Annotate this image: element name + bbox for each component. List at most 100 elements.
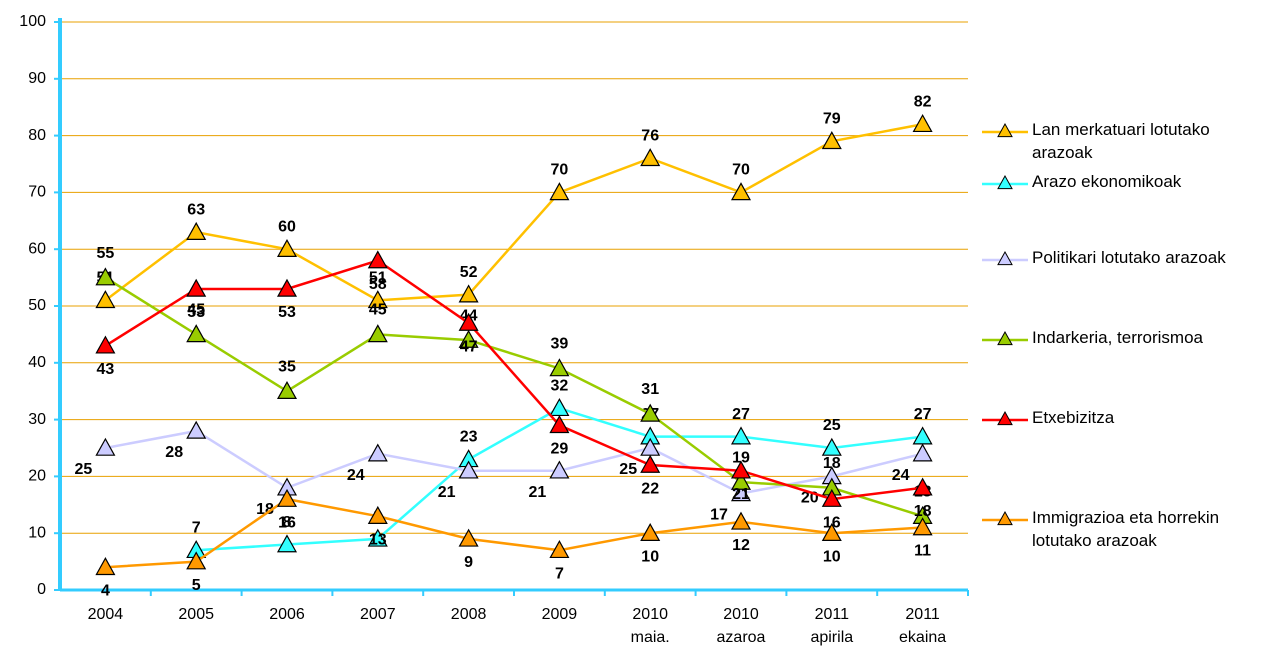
- data-label: 17: [710, 507, 728, 524]
- marker: [549, 182, 570, 201]
- data-label: 25: [75, 461, 93, 478]
- data-label: 60: [278, 218, 296, 235]
- y-tick-label: 0: [37, 581, 46, 598]
- marker: [95, 335, 116, 354]
- marker: [549, 460, 570, 479]
- marker: [367, 528, 388, 547]
- marker: [730, 426, 752, 445]
- marker: [730, 460, 752, 479]
- y-tick-label: 20: [28, 468, 46, 485]
- data-label: 24: [347, 467, 365, 484]
- series-line: [105, 429, 923, 495]
- marker: [458, 312, 479, 331]
- data-label: 8: [283, 514, 292, 531]
- marker: [95, 557, 116, 576]
- legend-label: Etxebizitza: [1032, 408, 1115, 427]
- legend-label: Politikari lotutako arazoak: [1032, 248, 1226, 267]
- data-label: 10: [641, 548, 659, 565]
- x-tick-label: maia.: [631, 629, 670, 646]
- data-label: 45: [369, 302, 387, 319]
- data-label: 24: [892, 467, 910, 484]
- y-tick-label: 80: [28, 127, 46, 144]
- data-label: 31: [641, 381, 659, 398]
- data-label: 11: [914, 543, 931, 560]
- data-label: 39: [551, 336, 569, 353]
- marker: [458, 284, 479, 303]
- chart: 0 10 20 30 40 50 60 70 80 90 100 2004 2005 2006 2007 20…: [19, 13, 969, 646]
- legend-swatch: [982, 510, 1028, 526]
- x-tick-label: 2005: [178, 606, 214, 623]
- data-label: 27: [732, 406, 750, 423]
- marker: [821, 488, 842, 507]
- marker: [367, 443, 388, 462]
- x-tick-label: 2007: [360, 606, 396, 623]
- x-tick-label: ekaina: [899, 629, 946, 646]
- marker: [367, 290, 388, 309]
- marker: [95, 437, 116, 456]
- marker: [640, 454, 661, 473]
- marker: [549, 540, 570, 559]
- x-tick-label: 2010: [632, 606, 668, 623]
- legend-marker: [997, 250, 1013, 266]
- data-label: 55: [97, 245, 115, 262]
- marker: [640, 148, 661, 167]
- legend-label: Lan merkatuari lotutako arazoak: [1032, 120, 1210, 162]
- data-label: 58: [369, 276, 387, 293]
- marker: [912, 443, 933, 462]
- y-tick-label: 90: [28, 70, 46, 87]
- marker: [458, 528, 479, 547]
- y-tick-label: 60: [28, 240, 46, 257]
- marker: [912, 517, 933, 536]
- legend-entry: Politikari lotutako arazoak: [980, 246, 1280, 269]
- marker: [730, 483, 752, 502]
- marker: [549, 358, 570, 377]
- y-tick-label: 70: [28, 184, 46, 201]
- marker: [458, 460, 479, 479]
- legend-entry: Indarkeria, terrorismoa: [980, 326, 1280, 349]
- data-label: 7: [192, 519, 201, 536]
- x-tick-label: 2011: [815, 606, 850, 623]
- series-line: [105, 497, 923, 569]
- data-label: 35: [278, 358, 296, 375]
- data-label: 76: [641, 128, 659, 145]
- legend-marker: [997, 410, 1013, 426]
- data-label: 21: [529, 484, 547, 501]
- data-label: 16: [823, 514, 841, 531]
- y-tick-label: 10: [28, 524, 46, 541]
- data-label: 63: [187, 201, 205, 218]
- data-label: 52: [460, 264, 478, 281]
- legend-label: Indarkeria, terrorismoa: [1032, 328, 1204, 347]
- x-tick-label: 2008: [451, 606, 487, 623]
- marker: [276, 534, 298, 553]
- legend-entry: Immigrazioa eta horrekin lotutako arazoa…: [980, 506, 1280, 552]
- data-label: 32: [551, 377, 569, 394]
- marker: [186, 221, 207, 240]
- data-label: 25: [823, 417, 841, 434]
- marker: [821, 522, 842, 542]
- data-label: 21: [438, 484, 456, 501]
- data-label: 16: [278, 514, 296, 531]
- data-label: 45: [187, 302, 205, 319]
- legend-swatch: [982, 250, 1028, 266]
- marker: [912, 477, 933, 496]
- data-label: 7: [555, 565, 564, 582]
- data-label: 21: [732, 486, 750, 503]
- marker: [186, 278, 207, 297]
- y-tick-label: 40: [28, 354, 46, 371]
- y-tick-label: 50: [28, 297, 46, 314]
- legend-label: Arazo ekonomikoak: [1032, 172, 1182, 191]
- data-label: 79: [823, 110, 841, 127]
- legend-marker: [997, 174, 1013, 190]
- marker: [95, 290, 116, 309]
- data-label: 51: [369, 270, 387, 287]
- data-label: 18: [823, 455, 841, 472]
- legend-swatch: [982, 122, 1028, 138]
- data-label: 9: [464, 554, 473, 571]
- legend-label: Immigrazioa eta horrekin lotutako arazoa…: [1032, 508, 1220, 550]
- legend-marker: [997, 122, 1013, 138]
- marker: [276, 238, 298, 257]
- x-tick-label: 2010: [723, 606, 759, 623]
- legend-marker: [997, 330, 1013, 346]
- data-label: 47: [460, 338, 478, 355]
